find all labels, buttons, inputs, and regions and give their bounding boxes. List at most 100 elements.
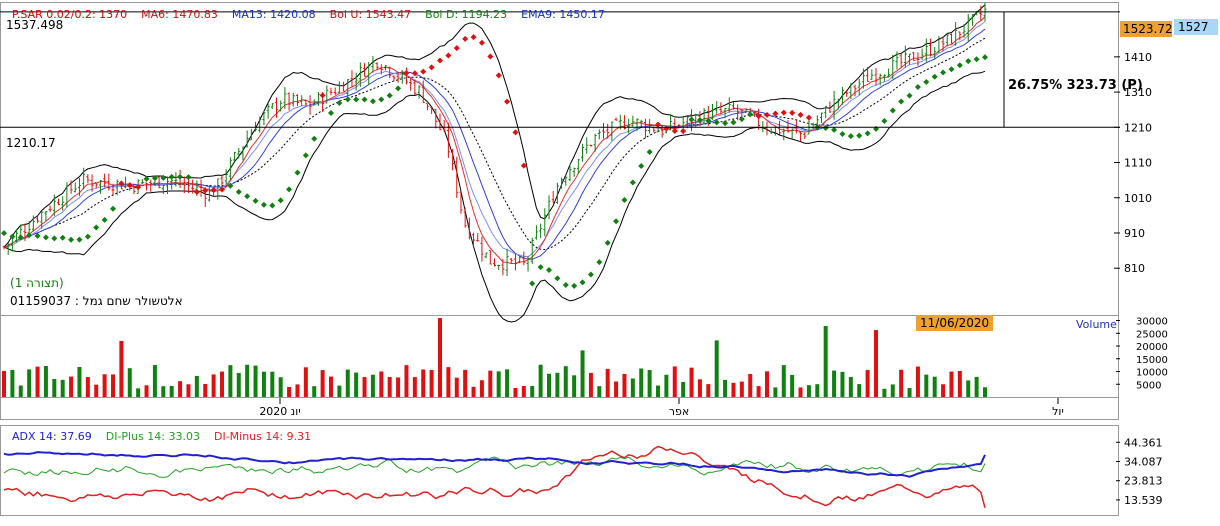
volume-bar — [211, 374, 216, 397]
volume-bar — [320, 370, 325, 397]
volume-bar — [119, 340, 124, 397]
sar-marker — [696, 117, 703, 124]
price-tick-label: 1110 — [1124, 157, 1152, 170]
volume-bar — [412, 377, 417, 397]
sar-marker — [101, 216, 108, 223]
volume-bar — [756, 386, 761, 397]
price-tick-label: 1210 — [1124, 121, 1152, 134]
volume-bar — [312, 386, 317, 397]
adx-line — [3, 451, 986, 478]
sar-marker — [579, 279, 586, 286]
volume-bar — [362, 377, 367, 397]
sar-marker — [671, 128, 678, 135]
adx-tick-label: 44.361 — [1124, 436, 1163, 449]
sar-marker — [587, 271, 594, 278]
sar-marker — [655, 121, 661, 128]
price-tick-label: 1310 — [1124, 86, 1152, 99]
sar-marker — [646, 149, 653, 156]
volume-bar — [387, 376, 392, 397]
sar-marker — [369, 98, 376, 105]
sar-marker — [328, 110, 334, 117]
price-legend-item-3: Bol U: 1543.47 — [329, 8, 412, 21]
volume-bar — [647, 370, 652, 397]
volume-bar — [656, 385, 660, 397]
sar-marker — [881, 118, 888, 125]
volume-bar — [161, 386, 166, 397]
volume-bar — [572, 375, 577, 397]
price-legend-item-4: Bol D: 1194.23 — [425, 8, 508, 21]
sar-marker — [378, 96, 385, 103]
volume-bar — [941, 384, 946, 397]
sar-marker — [864, 130, 871, 137]
volume-tick-label: 20000 — [1136, 342, 1168, 353]
volume-bar — [513, 387, 518, 397]
adx-legend-item-2: DI-Minus 14: 9.31 — [213, 430, 312, 443]
sar-marker — [353, 96, 360, 103]
sar-marker — [889, 107, 896, 114]
volume-bar — [379, 371, 384, 397]
volume-bar — [69, 376, 74, 397]
volume-bar — [530, 385, 535, 397]
sar-marker — [76, 236, 83, 243]
sar-marker — [755, 113, 762, 120]
volume-bar — [295, 384, 300, 397]
volume-bar — [287, 386, 292, 397]
volume-bar — [580, 350, 585, 397]
sar-marker — [260, 201, 267, 208]
volume-bar — [983, 387, 987, 397]
volume-bar — [672, 366, 677, 397]
di-minus-line — [3, 445, 986, 508]
bollinger-bands — [3, 4, 986, 323]
sar-marker — [118, 180, 125, 187]
volume-bars — [2, 318, 987, 397]
volume-bar — [748, 374, 753, 397]
sar-marker — [110, 205, 116, 212]
volume-bar — [127, 368, 132, 397]
volume-bar — [429, 369, 434, 397]
volume-bar — [848, 377, 853, 397]
volume-bar — [723, 379, 728, 397]
sar-marker — [311, 135, 318, 142]
sar-marker — [445, 52, 452, 59]
sar-marker — [923, 79, 930, 86]
price-candles — [2, 2, 987, 276]
volume-bar — [932, 376, 937, 397]
sar-marker — [529, 280, 536, 287]
time-tick-label: יול — [1052, 405, 1064, 418]
sar-marker — [797, 111, 804, 118]
volume-bar — [697, 379, 702, 397]
sar-marker — [470, 34, 477, 41]
sar-marker — [135, 184, 142, 191]
volume-bar — [890, 384, 895, 397]
volume-bar — [781, 365, 786, 397]
volume-bar — [152, 365, 157, 397]
sar-marker — [571, 282, 578, 289]
high-line-label: 1537.498 — [6, 18, 64, 32]
price-legend-item-5: EMA9: 1450.17 — [521, 8, 605, 21]
volume-bar — [136, 388, 141, 397]
volume-bar — [178, 381, 183, 397]
volume-bar — [220, 371, 224, 397]
sar-marker — [9, 233, 16, 240]
volume-bar — [194, 375, 199, 397]
volume-bar — [446, 367, 451, 397]
last-price-badge: 1523.72 — [1120, 21, 1173, 37]
volume-bar — [85, 377, 90, 397]
date-badge: 11/06/2020 — [916, 315, 994, 331]
volume-bar — [496, 371, 501, 397]
volume-bar — [404, 365, 409, 397]
adx-axis: 13.539 23.813 34.087 44.361 — [1116, 436, 1163, 507]
volume-bar — [10, 369, 15, 397]
volume-bar — [605, 368, 610, 397]
volume-bar — [588, 372, 593, 397]
sar-marker — [554, 275, 561, 282]
volume-bar — [505, 369, 510, 397]
price-legend-item-1: MA6: 1470.83 — [141, 8, 218, 21]
di-plus-line — [3, 456, 986, 478]
yield-text: (תצורה 1) — [10, 276, 64, 290]
volume-bar — [488, 370, 493, 397]
volume-bar — [639, 368, 644, 397]
volume-bar — [2, 370, 6, 397]
sar-marker — [965, 58, 972, 65]
